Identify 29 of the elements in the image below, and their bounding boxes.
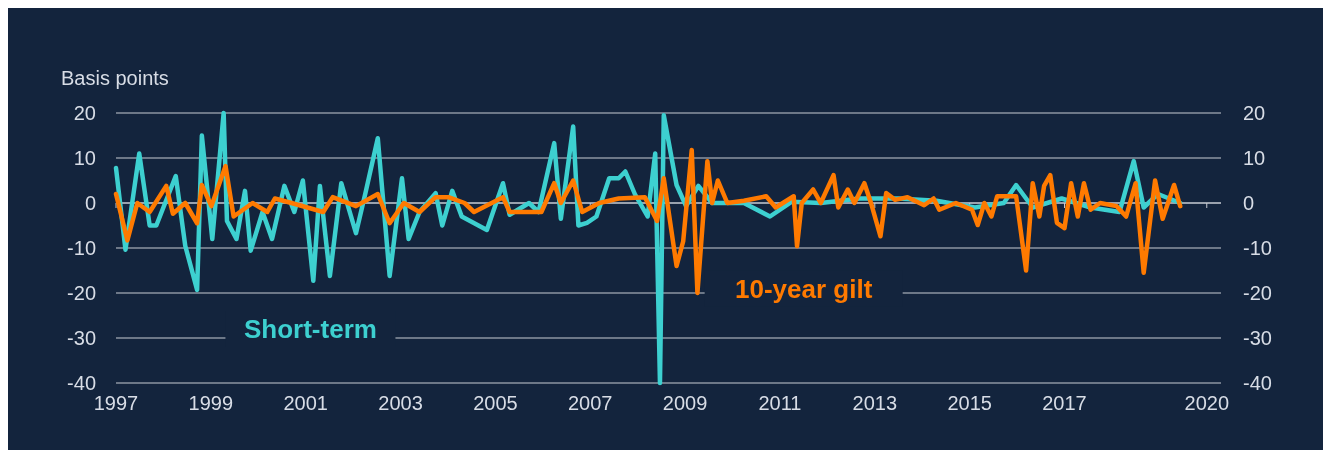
y2-tick-label: -20 <box>1243 282 1272 304</box>
y-tick-label: -10 <box>67 237 96 259</box>
y2-tick-label: 0 <box>1243 192 1255 214</box>
x-tick-label: 2005 <box>473 392 518 414</box>
y2-tick-label: -30 <box>1243 327 1272 349</box>
y-axis-title: Basis points <box>61 67 169 89</box>
y-tick-label: 10 <box>73 147 96 169</box>
x-tick-label: 1999 <box>188 392 234 414</box>
y-tick-label: 0 <box>84 192 96 214</box>
x-tick-label: 2009 <box>662 392 708 414</box>
x-tick-label: 2015 <box>947 392 992 414</box>
x-tick-label: 2017 <box>1042 392 1087 414</box>
x-tick-label: 2007 <box>568 392 613 414</box>
y-tick-label: 20 <box>73 102 96 124</box>
x-tick-label: 2001 <box>283 392 328 414</box>
y2-tick-label: 10 <box>1243 147 1266 169</box>
x-tick-label: 1997 <box>93 392 139 414</box>
y-tick-label: -30 <box>67 327 96 349</box>
x-tick-label: 2020 <box>1184 392 1230 414</box>
y2-tick-label: -10 <box>1243 237 1272 259</box>
series-label: Short-term <box>243 314 377 345</box>
y-tick-label: -40 <box>67 372 96 394</box>
y-tick-label: -20 <box>67 282 96 304</box>
series-label: 10-year gilt <box>735 273 873 304</box>
y2-tick-label: 20 <box>1243 102 1266 124</box>
x-tick-label: 2003 <box>378 392 423 414</box>
x-tick-label: 2013 <box>852 392 898 414</box>
y2-tick-label: -40 <box>1243 372 1272 394</box>
x-tick-label: 2011 <box>758 392 802 414</box>
